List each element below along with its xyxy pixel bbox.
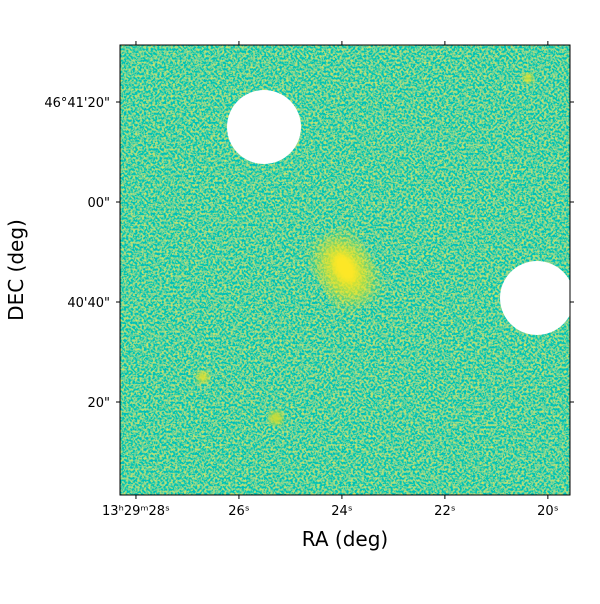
y-axis-label: DEC (deg): [4, 219, 28, 321]
y-tick-label: 40'40": [67, 296, 110, 311]
y-tick-label: 00": [87, 196, 110, 211]
galaxy-core: [333, 253, 357, 283]
x-tick-label: 26ˢ: [228, 504, 250, 519]
y-tick-label: 20": [87, 396, 110, 411]
source: [197, 371, 209, 383]
y-tick-label: 46°41'20": [44, 96, 110, 111]
x-tick-label: 13ʰ29ᵐ28ˢ: [102, 504, 170, 519]
x-tick-label: 20ˢ: [537, 504, 559, 519]
mask: [500, 261, 570, 335]
x-tick-label: 24ˢ: [331, 504, 353, 519]
source: [269, 411, 283, 425]
x-axis-label: RA (deg): [302, 527, 388, 551]
image: [120, 45, 570, 495]
source: [523, 73, 533, 83]
frame: [119, 44, 571, 496]
x-tick-label: 22ˢ: [434, 504, 456, 519]
mask: [227, 90, 301, 164]
